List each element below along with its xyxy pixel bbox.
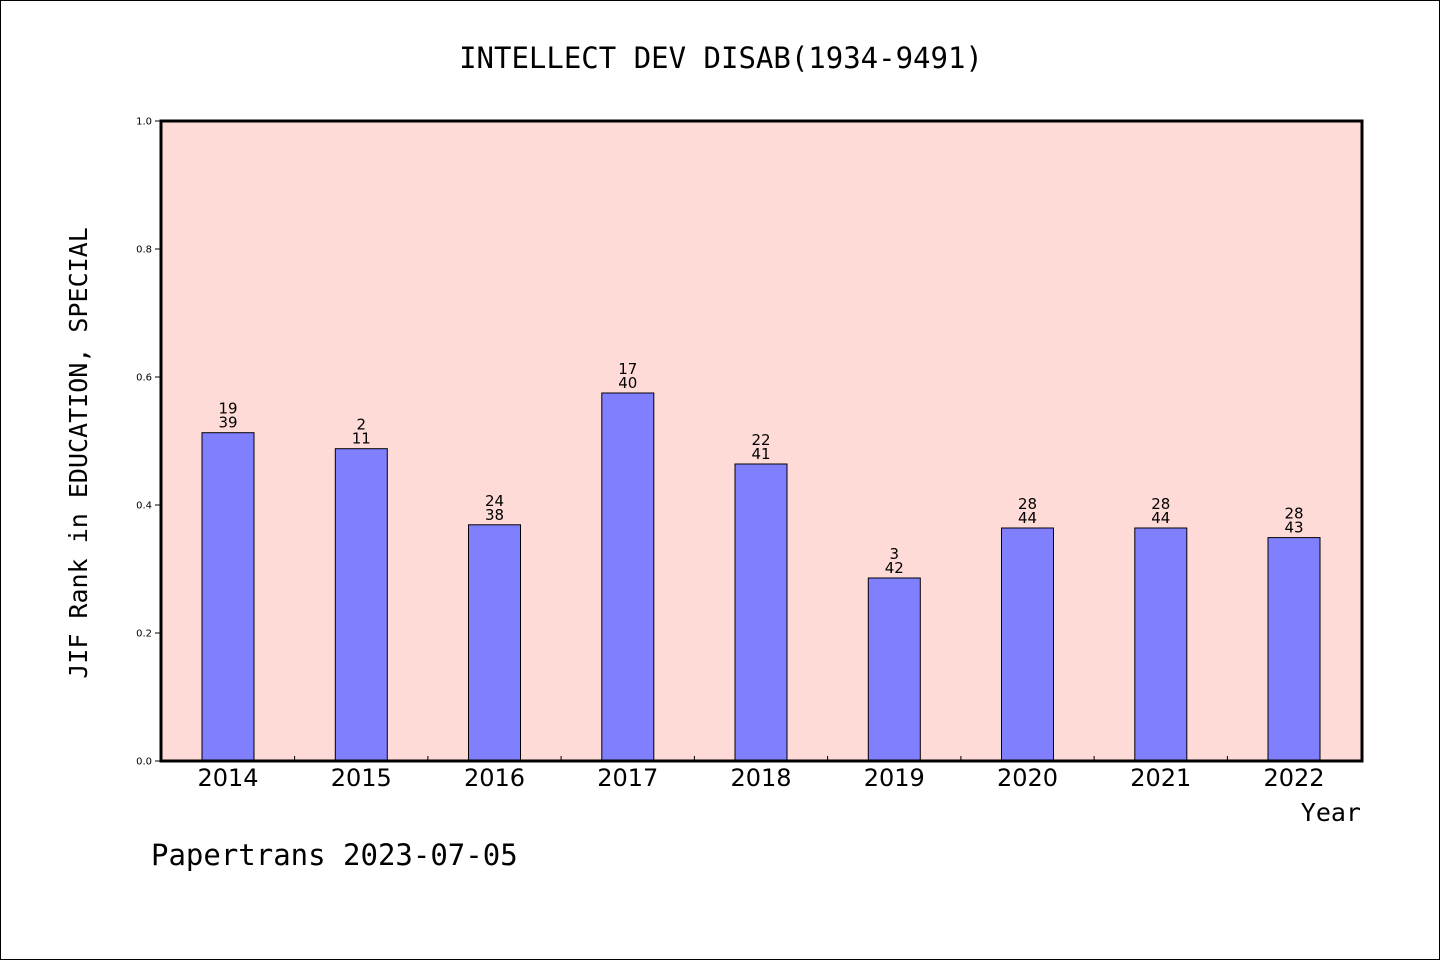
bar-total-label: 39: [218, 414, 237, 432]
bar-2017: [601, 392, 655, 762]
bar-rank-label: 24: [485, 492, 504, 510]
bar-2018: [734, 463, 788, 762]
y-tick-label: 0.0: [136, 757, 152, 768]
bar-2015: [334, 448, 388, 762]
bar-total-label: 40: [618, 374, 637, 392]
bar-2016: [468, 524, 521, 762]
bar-2020: [1001, 527, 1054, 762]
x-tick-label: 2014: [197, 764, 258, 792]
y-tick-label: 0.8: [136, 245, 152, 256]
bar-total-label: 42: [885, 559, 904, 577]
plot-border: [159, 119, 1364, 763]
x-tick-label: 2019: [864, 764, 925, 792]
y-tick-label: 0.4: [136, 501, 152, 512]
bar-rank-label: 28: [1284, 505, 1303, 523]
bar-total-label: 43: [1284, 519, 1303, 537]
y-axis-ticks: 0.0 0.2 0.4 0.6 0.8 1.0: [136, 117, 161, 768]
x-tick-label: 2015: [331, 764, 392, 792]
bar-rank-label: 19: [218, 400, 237, 418]
x-tick-label: 2016: [464, 764, 525, 792]
bar-total-label: 38: [485, 506, 504, 524]
x-tick-label: 2021: [1130, 764, 1191, 792]
bar-rank-label: 22: [751, 431, 770, 449]
bar-2019: [867, 577, 921, 762]
x-axis-ticks: 2014 2015 2016 2017 2018 2019 2020 2021 2022: [197, 756, 1325, 792]
bar-2022: [1267, 537, 1321, 762]
bar-2021: [1134, 527, 1188, 762]
x-tick-label: 2017: [597, 764, 658, 792]
x-tick-label: 2020: [997, 764, 1058, 792]
bar-rank-label: 3: [890, 545, 900, 563]
y-axis-label: JIF Rank in EDUCATION, SPECIAL: [64, 227, 93, 679]
y-tick-label: 1.0: [136, 117, 152, 128]
y-tick-label: 0.2: [136, 629, 152, 640]
bar-rank-label: 28: [1018, 495, 1037, 513]
y-tick-label: 0.6: [136, 373, 152, 384]
chart-title: INTELLECT DEV DISAB(1934-9491): [459, 41, 983, 75]
x-axis-label: Year: [1301, 798, 1361, 827]
bar-rank-label: 28: [1151, 495, 1170, 513]
bar-total-label: 44: [1018, 509, 1037, 527]
bar-total-label: 41: [751, 445, 770, 463]
bars-group: [201, 392, 1321, 762]
bar-total-label: 11: [352, 430, 371, 448]
bar-rank-label: 17: [618, 360, 637, 378]
footer-credit: Papertrans 2023-07-05: [151, 838, 518, 872]
bar-total-label: 44: [1151, 509, 1170, 527]
x-tick-label: 2018: [730, 764, 791, 792]
x-tick-label: 2022: [1263, 764, 1324, 792]
bar-2014: [201, 432, 255, 762]
bar-rank-label: 2: [357, 416, 367, 434]
